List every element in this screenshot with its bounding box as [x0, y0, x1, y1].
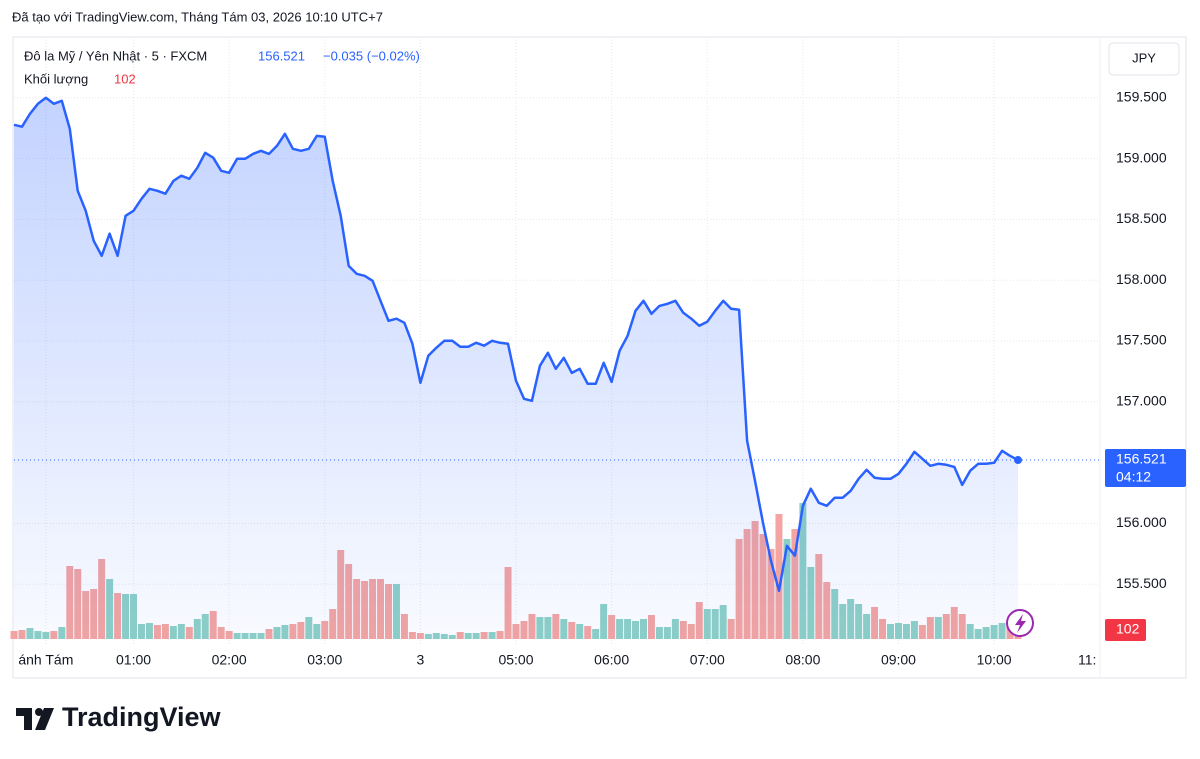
volume-tag-label: 102 [1116, 621, 1140, 637]
last-point [1014, 456, 1022, 465]
x-tick-label: 06:00 [594, 652, 629, 668]
y-tick-label: 156.000 [1116, 514, 1167, 530]
x-tick-label: 01:00 [116, 652, 151, 668]
y-tick-label: 159.500 [1116, 89, 1167, 105]
area-fill [14, 97, 1018, 640]
x-tick-label: 3 [416, 652, 424, 668]
x-tick-label: 10:00 [977, 652, 1012, 668]
volume-title: Khối lượng [24, 71, 88, 86]
price-tag-label: 156.521 [1116, 451, 1167, 467]
last-change: −0.035 (−0.02%) [323, 48, 420, 63]
chart-title: Đô la Mỹ / Yên Nhật · 5 · FXCM [24, 48, 207, 63]
y-tick-label: 157.000 [1116, 393, 1167, 409]
x-tick-label: 05:00 [498, 652, 533, 668]
last-price: 156.521 [258, 48, 305, 63]
countdown: 04:12 [1116, 469, 1151, 485]
header: Đã tạo với TradingView.com, Tháng Tám 03… [12, 9, 383, 24]
y-tick-label: 157.500 [1116, 332, 1167, 348]
price-line [13, 96, 1019, 593]
last-volume: 102 [114, 71, 136, 86]
y-tick-label: 155.500 [1116, 575, 1167, 591]
x-tick-label: ánh Tám [18, 652, 73, 668]
brand: TradingView [62, 702, 222, 732]
volume-tag [1105, 619, 1146, 641]
x-tick-label: 09:00 [881, 652, 916, 668]
x-tick-label: 08:00 [785, 652, 820, 668]
y-tick-label: 158.000 [1116, 271, 1167, 287]
y-tick-label: 158.500 [1116, 210, 1167, 226]
brand-logo [16, 708, 54, 730]
plot [10, 37, 1100, 645]
chart-frame [12, 36, 1187, 679]
currency[interactable]: JPY [1132, 50, 1156, 65]
lightning-icon[interactable] [1006, 609, 1034, 637]
price-tag [1105, 449, 1186, 488]
volume-bar [775, 514, 783, 639]
x-tick-label: 02:00 [212, 652, 247, 668]
x-tick-label: 03:00 [307, 652, 342, 668]
x-tick-label: 07:00 [690, 652, 725, 668]
y-tick-label: 159.000 [1116, 149, 1167, 165]
x-tick-label: 11: [1078, 652, 1096, 668]
currency-button[interactable] [1108, 42, 1180, 76]
